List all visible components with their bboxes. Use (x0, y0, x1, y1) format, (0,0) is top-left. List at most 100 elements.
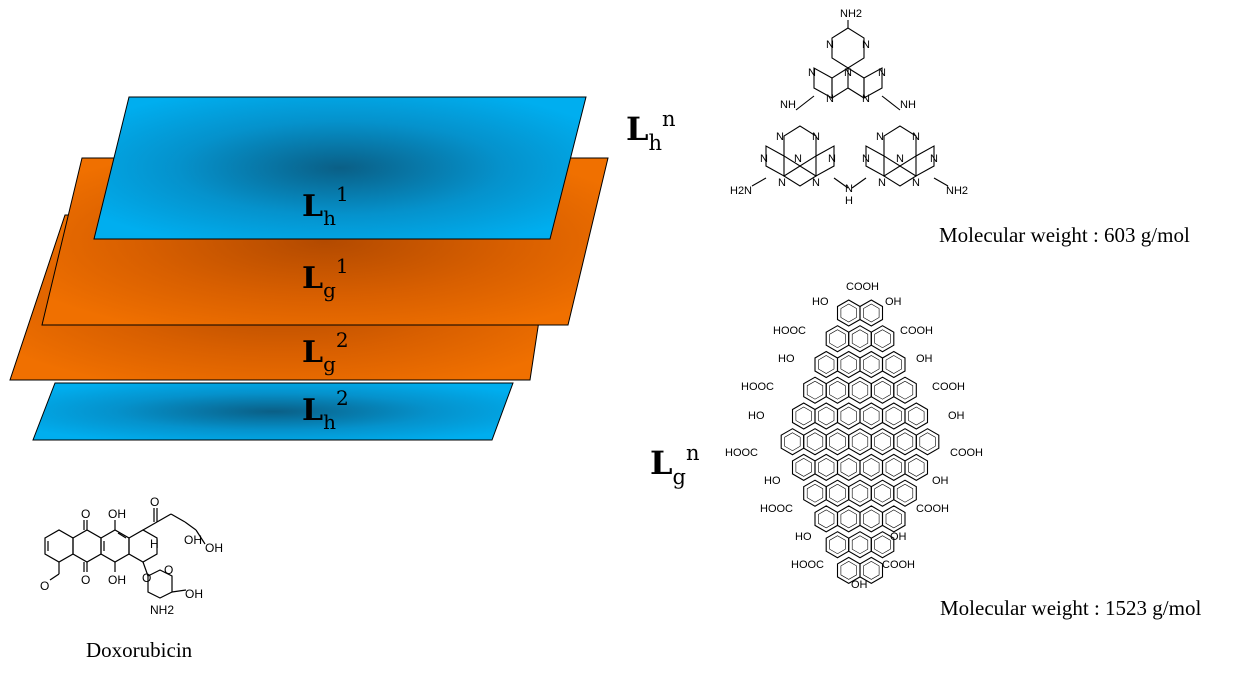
graphene-ring-inner (818, 355, 835, 374)
graphene-ring-inner (863, 406, 880, 426)
svg-text:N: N (862, 93, 870, 105)
sheet-lh1 (93, 96, 587, 240)
graphene-ring-inner (908, 458, 925, 477)
svg-text:H2N: H2N (730, 185, 752, 197)
svg-text:HO: HO (812, 296, 829, 308)
graphene-ring-inner (795, 406, 812, 426)
svg-text:OH: OH (108, 507, 126, 521)
svg-text:OH: OH (185, 587, 203, 601)
graphene-ring-inner (795, 458, 812, 477)
graphene-ring-inner (885, 355, 902, 374)
graphene-ring (893, 376, 917, 404)
graphene-ring-inner (818, 406, 835, 426)
heptazine-molecular-weight: Molecular weight : 603 g/mol (939, 223, 1190, 247)
svg-text:COOH: COOH (846, 281, 879, 293)
graphene-ring-inner (829, 380, 846, 400)
svg-text:N: N (776, 131, 784, 143)
svg-text:N: N (760, 153, 768, 165)
heptazine-unit-left (765, 125, 835, 187)
heptazine-atom-labels: NH2 N N N N N N N NH NH N N N N N N N N … (730, 8, 968, 207)
graphene-ring-inner (851, 483, 869, 503)
doxorubicin-structure (44, 508, 206, 599)
svg-text:H: H (845, 195, 853, 207)
label-lg2: Lg2 (302, 328, 349, 376)
graphene-ring-inner (874, 432, 891, 452)
graphene-ring-inner (896, 483, 914, 503)
graphene-ring-inner (806, 380, 824, 400)
svg-text:OH: OH (932, 475, 949, 487)
graphene-ring-inner (829, 483, 846, 503)
graphene-ring-inner (908, 406, 925, 426)
graphene-ring-inner (829, 432, 846, 452)
graphene-ring-inner (818, 458, 835, 477)
label-lh2: Lh2 (302, 386, 349, 434)
svg-text:O: O (150, 495, 159, 509)
svg-text:OH: OH (948, 410, 965, 422)
svg-text:NH2: NH2 (946, 185, 968, 197)
svg-text:OH: OH (108, 573, 126, 587)
graphene-ring-inner (874, 535, 891, 555)
svg-text:N: N (828, 153, 836, 165)
graphene-ring-inner (863, 303, 880, 323)
svg-text:O: O (81, 507, 90, 521)
graphene-oxide-molecular-weight: Molecular weight : 1523 g/mol (940, 596, 1201, 620)
graphene-ring-inner (885, 458, 902, 477)
svg-text:N: N (794, 153, 802, 165)
svg-text:OH: OH (184, 533, 202, 547)
graphene-ring-inner (840, 458, 857, 477)
graphene-oxide-group-labels: COOH HO OH HOOC COOH HO OH HOOC COOH HO … (725, 281, 983, 591)
svg-text:N: N (912, 177, 920, 189)
graphene-ring-inner (919, 432, 936, 452)
svg-text:COOH: COOH (900, 325, 933, 337)
graphene-ring-inner (840, 406, 857, 426)
label-lg1: Lg1 (302, 254, 349, 302)
svg-text:HO: HO (795, 531, 812, 543)
graphene-ring-inner (851, 432, 869, 452)
svg-text:COOH: COOH (916, 503, 949, 515)
graphene-ring-inner (885, 509, 902, 529)
graphene-oxide-structure (780, 299, 940, 585)
graphene-ring (904, 402, 929, 430)
graphene-ring-inner (863, 561, 880, 580)
doxorubicin-atom-labels: O O OH OH O H OH OH O O O OH NH2 (40, 495, 223, 617)
svg-text:HOOC: HOOC (725, 447, 758, 459)
graphene-ring-inner (874, 483, 891, 503)
graphene-ring-inner (896, 380, 914, 400)
graphene-ring-inner (840, 303, 857, 323)
svg-text:HOOC: HOOC (741, 381, 774, 393)
svg-text:HO: HO (764, 475, 781, 487)
graphene-ring (859, 556, 884, 585)
svg-text:O: O (164, 563, 173, 577)
label-lgn: Lgn (650, 441, 699, 489)
svg-text:NH2: NH2 (840, 8, 862, 20)
svg-text:N: N (878, 177, 886, 189)
svg-text:N: N (878, 67, 886, 79)
graphene-ring-inner (885, 406, 902, 426)
svg-text:HOOC: HOOC (791, 559, 824, 571)
graphene-ring-inner (851, 380, 869, 400)
graphene-ring-inner (784, 432, 801, 452)
graphene-ring-inner (818, 509, 835, 529)
heptazine-unit-top (813, 27, 883, 99)
graphene-ring (870, 531, 895, 559)
svg-text:N: N (862, 153, 870, 165)
svg-text:COOH: COOH (950, 447, 983, 459)
label-lhn: Lhn (626, 107, 676, 155)
doxorubicin-caption: Doxorubicin (86, 638, 193, 662)
svg-text:O: O (40, 579, 49, 593)
svg-text:HO: HO (778, 353, 795, 365)
graphene-ring-inner (806, 483, 824, 503)
svg-text:HO: HO (748, 410, 765, 422)
svg-text:N: N (862, 39, 870, 51)
graphene-ring-inner (840, 509, 857, 529)
svg-text:N: N (876, 131, 884, 143)
svg-text:N: N (930, 153, 938, 165)
svg-text:N: N (826, 39, 834, 51)
label-lh1: Lh1 (302, 182, 349, 230)
svg-text:NH2: NH2 (150, 603, 174, 617)
svg-text:OH: OH (890, 531, 907, 543)
heptazine-unit-right (865, 125, 935, 187)
graphene-ring-inner (829, 535, 846, 555)
graphene-ring (881, 505, 906, 533)
